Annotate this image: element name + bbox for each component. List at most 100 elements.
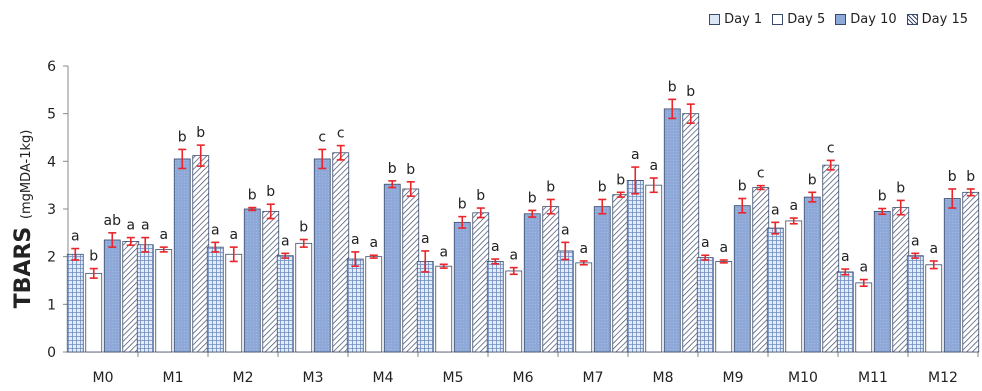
y-tick-label: 1 xyxy=(47,297,56,313)
bar xyxy=(192,155,210,353)
bar xyxy=(715,261,733,353)
y-tick-label: 3 xyxy=(47,202,56,218)
x-tick-label: M11 xyxy=(858,370,888,386)
bar xyxy=(943,198,961,353)
bar xyxy=(836,271,854,353)
bar xyxy=(892,207,910,353)
significance-letter: a xyxy=(439,244,448,260)
bar xyxy=(66,253,84,353)
bar xyxy=(593,206,611,353)
bar xyxy=(332,152,350,353)
bar xyxy=(416,261,434,353)
bar xyxy=(556,250,574,353)
bar xyxy=(962,191,980,353)
x-tick-label: M4 xyxy=(373,370,394,386)
bar xyxy=(785,220,803,353)
bar xyxy=(752,187,770,353)
significance-letter: b xyxy=(878,189,887,205)
significance-letter: b xyxy=(458,197,467,213)
significance-letter: b xyxy=(668,79,677,95)
y-tick-label: 5 xyxy=(47,107,56,123)
y-tick-label: 2 xyxy=(47,250,56,266)
significance-letter: a xyxy=(579,241,588,257)
bar xyxy=(155,249,173,353)
bar xyxy=(906,255,924,353)
x-tick-label: M10 xyxy=(788,370,818,386)
x-tick-label: M7 xyxy=(583,370,604,386)
legend-swatch-day-5 xyxy=(772,14,784,25)
significance-letter: a xyxy=(649,158,658,174)
significance-letter: a xyxy=(369,235,378,251)
bar xyxy=(122,241,140,353)
significance-letter: a xyxy=(789,198,798,214)
bar xyxy=(612,194,630,353)
legend-item-day-15: Day 15 xyxy=(906,12,968,27)
legend-label-day-10: Day 10 xyxy=(850,12,897,27)
legend-item-day-1: Day 1 xyxy=(709,12,762,27)
significance-letter: b xyxy=(966,169,975,185)
legend-label-day-1: Day 1 xyxy=(724,12,763,27)
bar xyxy=(402,188,420,353)
bar xyxy=(276,255,294,353)
significance-letter: b xyxy=(406,162,415,178)
bar xyxy=(243,208,261,353)
y-tick-label: 4 xyxy=(47,154,56,170)
bar xyxy=(575,262,593,353)
significance-letter: a xyxy=(509,248,518,264)
bar xyxy=(313,158,331,353)
significance-letter: a xyxy=(701,235,710,251)
significance-letter: b xyxy=(948,169,957,185)
significance-letter: b xyxy=(266,184,275,200)
bar xyxy=(346,258,364,353)
significance-letter: a xyxy=(859,260,868,276)
axes: 0 1 2 3 4 5 6 M0 M1 M2 M3 M4 M5 M6 M7 M8 M9 M10 M11 M12 xyxy=(47,59,979,386)
y-axis-label-unit: (mgMDA-1kg) xyxy=(19,130,34,219)
bar xyxy=(85,272,103,353)
significance-letter: b xyxy=(476,188,485,204)
bar xyxy=(103,239,121,353)
legend-label-day-5: Day 5 xyxy=(787,12,826,27)
significance-letter: a xyxy=(631,147,640,163)
x-tick-label: M2 xyxy=(233,370,254,386)
chart-legend: Day 1 Day 5 Day 10 Day 15 xyxy=(709,12,968,27)
significance-letter: b xyxy=(89,249,98,265)
significance-letter: a xyxy=(561,222,570,238)
significance-letter: a xyxy=(719,240,728,256)
significance-letter: b xyxy=(616,172,625,188)
y-axis-label: TBARS (mgMDA-1kg) xyxy=(11,130,36,309)
bar xyxy=(645,184,663,353)
bar xyxy=(696,257,714,353)
significance-letter: b xyxy=(896,180,905,196)
bar xyxy=(206,246,224,353)
significance-letter: c xyxy=(337,126,345,142)
bar xyxy=(173,158,191,353)
legend-swatch-day-1 xyxy=(709,14,721,25)
significance-letter: b xyxy=(178,129,187,145)
significance-letter: b xyxy=(686,84,695,100)
bar xyxy=(822,164,840,353)
bar xyxy=(262,210,280,353)
significance-letter: c xyxy=(318,129,326,145)
significance-letter: a xyxy=(911,233,920,249)
x-tick-label: M3 xyxy=(303,370,324,386)
significance-letter: b xyxy=(738,179,747,195)
legend-item-day-10: Day 10 xyxy=(835,12,897,27)
bar xyxy=(523,213,541,353)
bar xyxy=(925,264,943,353)
significance-letter: a xyxy=(771,202,780,218)
legend-swatch-day-15 xyxy=(906,14,918,25)
significance-letter: b xyxy=(546,179,555,195)
significance-letter: b xyxy=(248,188,257,204)
bar xyxy=(663,108,681,353)
significance-letter: ab xyxy=(104,213,122,229)
significance-letter: a xyxy=(211,222,220,238)
x-tick-label: M5 xyxy=(443,370,464,386)
significance-letter: a xyxy=(421,231,430,247)
bar xyxy=(766,227,784,353)
bar xyxy=(365,256,383,353)
y-tick-label: 0 xyxy=(47,345,56,361)
bar xyxy=(136,244,154,353)
bar xyxy=(873,210,891,353)
significance-letter: b xyxy=(388,161,397,177)
significance-letter: a xyxy=(126,218,135,234)
